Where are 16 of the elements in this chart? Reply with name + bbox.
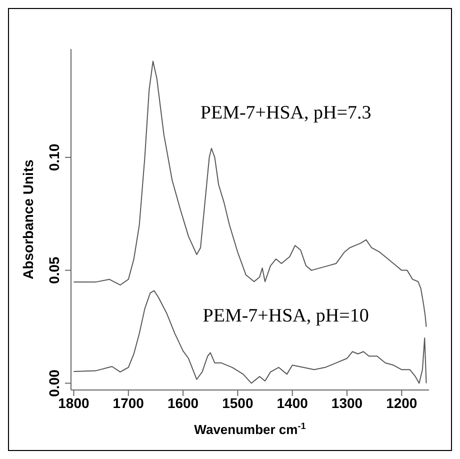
- y-tick-label: 0.10: [46, 144, 62, 172]
- x-tick-label: 1800: [58, 394, 90, 411]
- y-axis-title: Absorbance Units: [20, 159, 36, 280]
- x-tick-label: 1400: [276, 394, 308, 411]
- series-label: PEM-7+HSA, pH=10: [202, 306, 369, 327]
- line-series: [73, 290, 427, 384]
- x-tick-label: 1200: [386, 394, 418, 411]
- series-label: PEM-7+HSA, pH=7.3: [200, 102, 372, 124]
- x-tick-label: 1600: [167, 394, 199, 411]
- y-tick-label: 0.05: [46, 256, 62, 284]
- x-axis-title: Wavenumber cm$^{-1}$: [194, 421, 306, 437]
- x-tick-label: 1500: [222, 394, 254, 411]
- line-series: [73, 60, 427, 328]
- x-tick-label: 1300: [331, 394, 363, 411]
- x-tick-label: 1700: [112, 394, 144, 411]
- y-tick-label: 0.00: [46, 369, 62, 397]
